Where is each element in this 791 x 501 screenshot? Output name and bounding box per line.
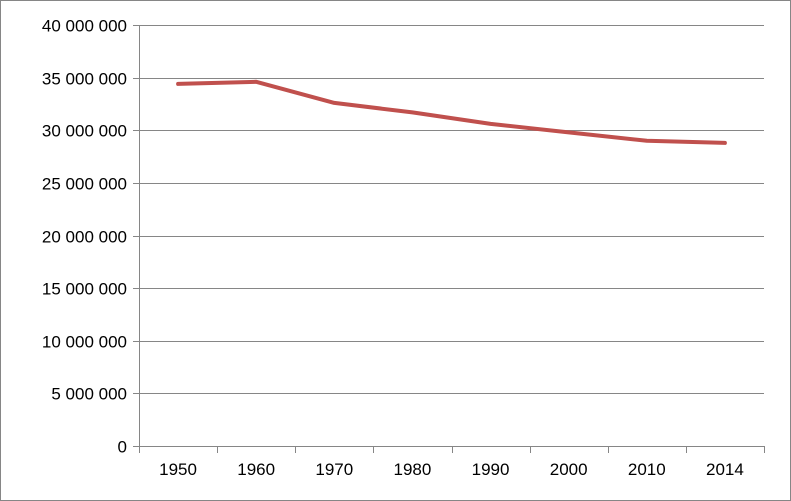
y-tick-label: 35 000 000 bbox=[42, 70, 127, 89]
x-tick-label: 2010 bbox=[628, 460, 666, 479]
axes bbox=[133, 25, 765, 453]
y-tick-label: 40 000 000 bbox=[42, 17, 127, 36]
x-tick-label: 1980 bbox=[394, 460, 432, 479]
x-axis-tick-labels: 1950 1960 1970 1980 1990 2000 2010 2014 bbox=[159, 460, 744, 479]
y-tick-label: 25 000 000 bbox=[42, 175, 127, 194]
series-group bbox=[176, 79, 727, 145]
y-tick-label: 10 000 000 bbox=[42, 333, 127, 352]
gridlines bbox=[139, 25, 764, 394]
x-tick-label: 1950 bbox=[159, 460, 197, 479]
y-tick-label: 20 000 000 bbox=[42, 228, 127, 247]
x-tick-label: 1990 bbox=[472, 460, 510, 479]
y-axis-tick-labels: 0 5 000 000 10 000 000 15 000 000 20 000 000… bbox=[42, 17, 127, 457]
y-tick-label: 5 000 000 bbox=[51, 385, 127, 404]
y-tick-label: 15 000 000 bbox=[42, 280, 127, 299]
x-tick-label: 2000 bbox=[550, 460, 588, 479]
x-tick-label: 1960 bbox=[237, 460, 275, 479]
x-tick-label: 2014 bbox=[706, 460, 744, 479]
y-tick-label: 30 000 000 bbox=[42, 122, 127, 141]
y-tick-label: 0 bbox=[118, 438, 127, 457]
series-line bbox=[176, 79, 727, 145]
x-tick-label: 1970 bbox=[315, 460, 353, 479]
